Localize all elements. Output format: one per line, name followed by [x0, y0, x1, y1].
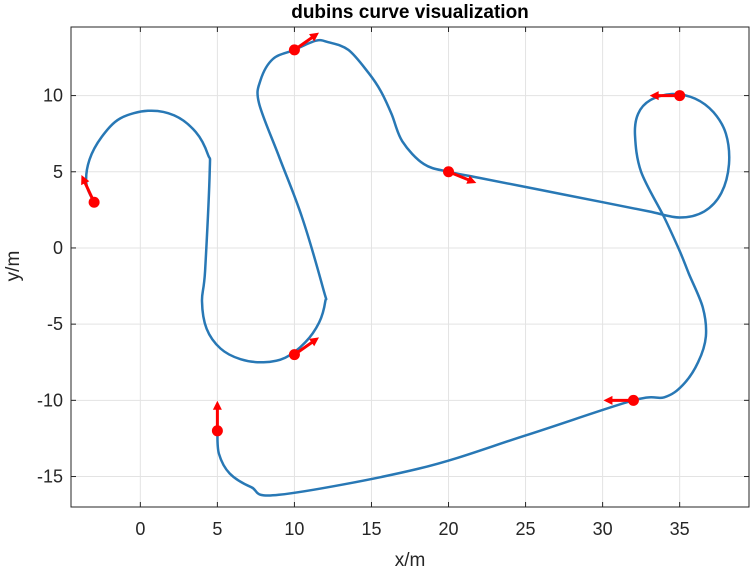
- y-tick-label: 10: [43, 86, 63, 106]
- heading-arrow-head: [309, 337, 320, 347]
- axis-ticks: 0 5 10 15 20 25 30 35 -15 -10 -5 0 5 10: [37, 27, 749, 539]
- waypoint-dot: [88, 196, 100, 208]
- waypoint-dot: [443, 166, 455, 178]
- waypoint-marker: [649, 90, 686, 102]
- chart-title: dubins curve visualization: [291, 2, 529, 23]
- grid-lines: [71, 27, 749, 507]
- x-axis-label: x/m: [395, 550, 426, 571]
- x-tick-label: 35: [670, 519, 690, 539]
- y-axis-label: y/m: [3, 251, 24, 282]
- heading-arrow-head: [212, 400, 222, 410]
- x-tick-label: 10: [284, 519, 304, 539]
- heading-arrow-head: [81, 175, 90, 186]
- y-tick-label: 0: [53, 238, 63, 258]
- axes-box: [70, 26, 750, 508]
- y-tick-label: -15: [37, 467, 63, 487]
- y-tick-label: 5: [53, 162, 63, 182]
- waypoint-dot: [288, 44, 300, 56]
- heading-arrow-head: [309, 32, 320, 42]
- x-tick-label: 0: [135, 519, 145, 539]
- waypoint-dot: [674, 90, 686, 102]
- waypoint-layer: [81, 32, 686, 437]
- dubins-path-line: [84, 38, 731, 497]
- waypoint-marker: [211, 400, 223, 437]
- waypoint-marker: [443, 166, 477, 184]
- y-tick-label: -10: [37, 390, 63, 410]
- waypoint-marker: [603, 394, 639, 406]
- heading-arrow-head: [466, 175, 477, 184]
- x-tick-label: 25: [516, 519, 536, 539]
- x-tick-label: 5: [212, 519, 222, 539]
- heading-arrow-head: [649, 91, 659, 101]
- waypoint-marker: [288, 32, 320, 56]
- x-tick-label: 20: [439, 519, 459, 539]
- series-layer: [84, 38, 731, 497]
- waypoint-dot: [627, 394, 639, 406]
- x-tick-label: 15: [361, 519, 381, 539]
- waypoint-dot: [288, 349, 300, 361]
- waypoint-marker: [81, 175, 100, 208]
- y-tick-label: -5: [47, 314, 63, 334]
- waypoint-dot: [211, 425, 223, 437]
- waypoint-marker: [288, 337, 320, 361]
- heading-arrow-head: [603, 395, 613, 405]
- x-tick-label: 30: [593, 519, 613, 539]
